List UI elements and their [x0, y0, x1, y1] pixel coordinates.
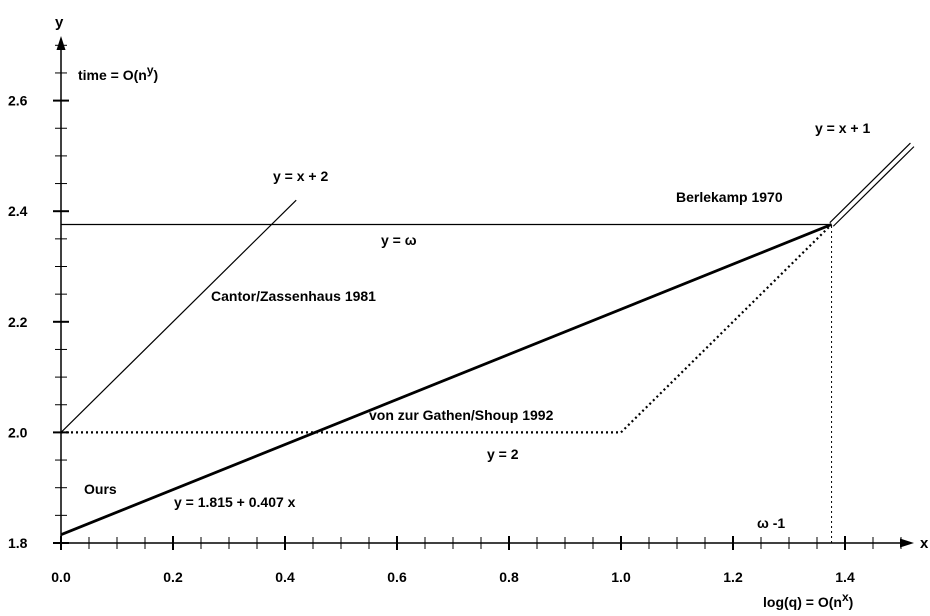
label-omega-minus-1: ω -1: [757, 515, 785, 531]
x-tick-label: 0.4: [275, 569, 295, 585]
x-axis-title: log(q) = O(nx): [763, 590, 853, 610]
x-axis-title-sup: x: [842, 590, 849, 604]
y-axis: y 1.8 2.0 2.2 2.4 2.6: [8, 14, 69, 551]
y-tick-labels: 1.8 2.0 2.2 2.4 2.6: [8, 93, 28, 551]
label-y-equals-omega: y = ω: [381, 232, 417, 248]
x-tick-labels: 0.0 0.2 0.4 0.6 0.8 1.0 1.2 1.4: [51, 569, 855, 585]
y-tick-label: 2.0: [8, 424, 28, 440]
series-line-vzgs: [61, 223, 833, 434]
x-tick-label: 0.2: [163, 569, 183, 585]
y-axis-title-sup: y: [147, 63, 154, 77]
series-line-ours: [60, 223, 833, 537]
x-axis-title-close: ): [849, 594, 854, 610]
label-y-equals-x-plus-1: y = x + 1: [815, 120, 870, 136]
x-ticks: [60, 536, 902, 550]
x-tick-label: 0.0: [51, 569, 71, 585]
series-layer: [60, 142, 915, 543]
y-tick-label: 2.2: [8, 314, 28, 330]
series-line-thin: [60, 199, 297, 433]
x-tick-label: 1.4: [835, 569, 855, 585]
y-axis-title: time = O(ny): [78, 63, 158, 83]
x-tick-label: 1.2: [723, 569, 743, 585]
label-y-equals-x-plus-2: y = x + 2: [273, 168, 328, 184]
y-axis-letter: y: [55, 14, 64, 31]
label-berlekamp-1970: Berlekamp 1970: [676, 189, 783, 205]
y-tick-label: 2.4: [8, 203, 28, 219]
x-tick-label: 0.8: [499, 569, 519, 585]
label-y-equals-2: y = 2: [487, 446, 519, 462]
label-von-zur-gathen-shoup-1992: von zur Gathen/Shoup 1992: [369, 407, 554, 423]
x-axis-arrow: [900, 538, 914, 548]
x-axis-title-main: log(q) = O(n: [763, 594, 842, 610]
x-axis-letter: x: [920, 535, 929, 552]
series-line-x-plus-1: [829, 142, 911, 224]
label-cantor-zassenhaus-1981: Cantor/Zassenhaus 1981: [211, 288, 376, 304]
y-axis-arrow: [56, 36, 66, 50]
y-tick-label: 1.8: [8, 535, 28, 551]
label-ours: Ours: [84, 481, 117, 497]
series-line-x-plus-1: [832, 146, 915, 227]
y-axis-title-close: ): [154, 67, 159, 83]
annotations: time = O(ny) log(q) = O(nx) y = x + 2 y …: [78, 63, 870, 610]
label-ours-formula: y = 1.815 + 0.407 x: [174, 494, 296, 510]
x-tick-label: 0.6: [387, 569, 407, 585]
y-axis-title-main: time = O(n: [78, 67, 147, 83]
y-tick-label: 2.6: [8, 93, 28, 109]
x-tick-label: 1.0: [611, 569, 631, 585]
x-axis: x 0.0 0.2 0.4 0.6 0.8 1.0 1.2 1.4: [51, 535, 929, 585]
